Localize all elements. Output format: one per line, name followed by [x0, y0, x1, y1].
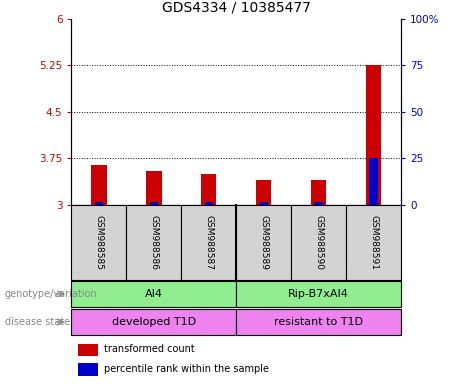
Bar [71, 281, 236, 306]
Bar [314, 202, 323, 205]
Bar [201, 174, 217, 205]
Text: transformed count: transformed count [104, 344, 195, 354]
Text: GSM988591: GSM988591 [369, 215, 378, 270]
Text: resistant to T1D: resistant to T1D [274, 317, 363, 327]
Bar [346, 205, 401, 280]
Text: disease state: disease state [5, 317, 70, 327]
Text: GSM988586: GSM988586 [149, 215, 159, 270]
Bar [236, 281, 401, 306]
Text: genotype/variation: genotype/variation [5, 289, 97, 299]
Bar [146, 171, 161, 205]
Bar [126, 205, 181, 280]
Text: GSM988585: GSM988585 [95, 215, 103, 270]
Text: AI4: AI4 [145, 289, 163, 299]
Bar [71, 310, 236, 334]
Title: GDS4334 / 10385477: GDS4334 / 10385477 [162, 1, 311, 15]
Bar [369, 159, 378, 205]
Bar [95, 202, 103, 205]
Bar [236, 310, 401, 334]
Text: percentile rank within the sample: percentile rank within the sample [104, 364, 269, 374]
Text: GSM988590: GSM988590 [314, 215, 323, 270]
Bar [311, 180, 326, 205]
Bar [205, 202, 213, 205]
Text: developed T1D: developed T1D [112, 317, 196, 327]
Bar [236, 205, 291, 280]
Bar [91, 165, 106, 205]
Bar [256, 180, 272, 205]
Bar [366, 65, 381, 205]
Bar [260, 202, 268, 205]
Text: Rip-B7xAI4: Rip-B7xAI4 [288, 289, 349, 299]
Text: GSM988589: GSM988589 [259, 215, 268, 270]
Bar [291, 205, 346, 280]
Bar [78, 344, 98, 356]
Bar [71, 205, 126, 280]
Bar [181, 205, 236, 280]
Bar [78, 363, 98, 376]
Text: GSM988587: GSM988587 [204, 215, 213, 270]
Bar [150, 202, 158, 205]
